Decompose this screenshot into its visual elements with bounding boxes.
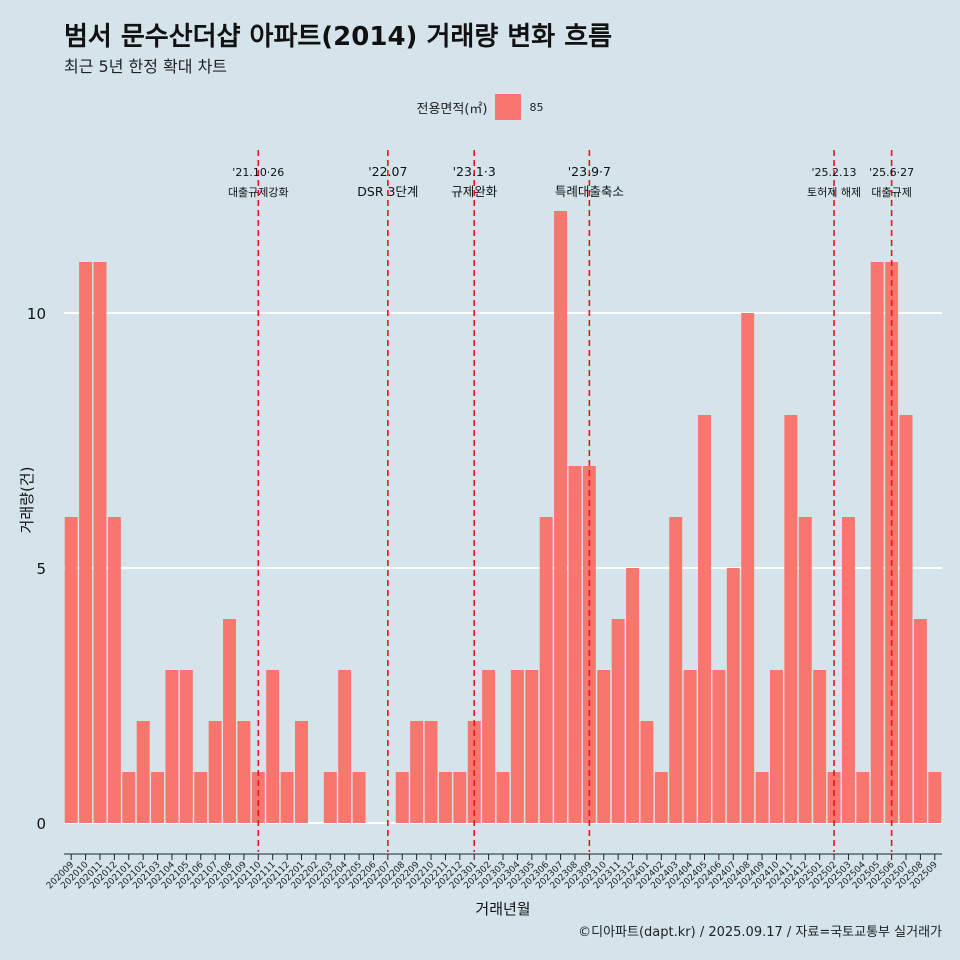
bar [525, 670, 539, 823]
bar [165, 670, 179, 823]
bar [669, 517, 683, 823]
bar [410, 721, 424, 823]
event-label: '23.9·7 [568, 164, 611, 179]
event-label: 대출규제 [871, 186, 911, 199]
event-label: '25.2.13 [812, 166, 857, 179]
bar [93, 262, 107, 823]
y-tick-label: 5 [36, 560, 46, 578]
bar [827, 772, 841, 823]
event-label: 규제완화 [451, 184, 498, 199]
event-label: 대출규제강화 [228, 186, 289, 199]
bar [798, 517, 812, 823]
bar [712, 670, 726, 823]
bar [597, 670, 611, 823]
bar [64, 517, 78, 823]
bar [136, 721, 150, 823]
event-label: '22.07 [368, 164, 407, 179]
bar [698, 415, 711, 823]
bar [640, 721, 654, 823]
event-label: 토허제 해제 [807, 185, 861, 199]
bar [352, 772, 366, 823]
chart-subtitle: 최근 5년 한정 확대 차트 [64, 57, 228, 76]
bar [280, 772, 294, 823]
bar [841, 517, 855, 823]
y-tick-label: 10 [27, 305, 46, 323]
bar [194, 772, 208, 823]
event-label: '25.6·27 [869, 166, 914, 179]
event-label: '21.10·26 [232, 166, 284, 179]
bar [151, 772, 165, 823]
bar [928, 772, 942, 823]
legend: 전용면적(㎡) 85 [0, 94, 960, 120]
bar [755, 772, 769, 823]
bar [107, 517, 121, 823]
bar [395, 772, 409, 823]
bar [726, 568, 740, 823]
bar [453, 772, 467, 823]
bar [338, 670, 352, 823]
bar [554, 211, 568, 823]
bar [79, 262, 93, 823]
bar [496, 772, 510, 823]
bar [251, 772, 265, 823]
bar [568, 466, 582, 823]
bar [482, 670, 496, 823]
bar [769, 670, 783, 823]
bar [208, 721, 222, 823]
bar [784, 415, 798, 823]
bar [654, 772, 668, 823]
source-caption: ©디아파트(dapt.kr) / 2025.09.17 / 자료=국토교통부 실… [578, 925, 942, 940]
bar [856, 772, 870, 823]
bar [510, 670, 524, 823]
bar [611, 619, 625, 823]
bar [179, 670, 193, 823]
bar [899, 415, 913, 823]
bar [913, 619, 927, 823]
chart-title: 범서 문수산더샵 아파트(2014) 거래량 변화 흐름 [64, 22, 613, 52]
y-axis-title: 거래량(건) [18, 467, 36, 534]
bar [438, 772, 452, 823]
legend-key-85 [495, 94, 522, 120]
event-label: 특례대출축소 [555, 184, 624, 199]
bar [295, 721, 308, 823]
event-label: '23.1·3 [453, 164, 496, 179]
bar [813, 670, 827, 823]
bar [266, 670, 280, 823]
legend-title: 전용면적(㎡) [416, 101, 488, 117]
bar [323, 772, 337, 823]
bar [237, 721, 251, 823]
bar [122, 772, 136, 823]
bar [223, 619, 237, 823]
x-axis-title: 거래년월 [475, 900, 530, 918]
event-label: DSR 3단계 [357, 184, 418, 199]
bar [870, 262, 884, 823]
y-tick-label: 0 [36, 815, 46, 833]
legend-label-85: 85 [529, 100, 544, 114]
bar [683, 670, 697, 823]
bar [626, 568, 640, 823]
bar [741, 313, 755, 823]
bar [424, 721, 438, 823]
bar [539, 517, 553, 823]
